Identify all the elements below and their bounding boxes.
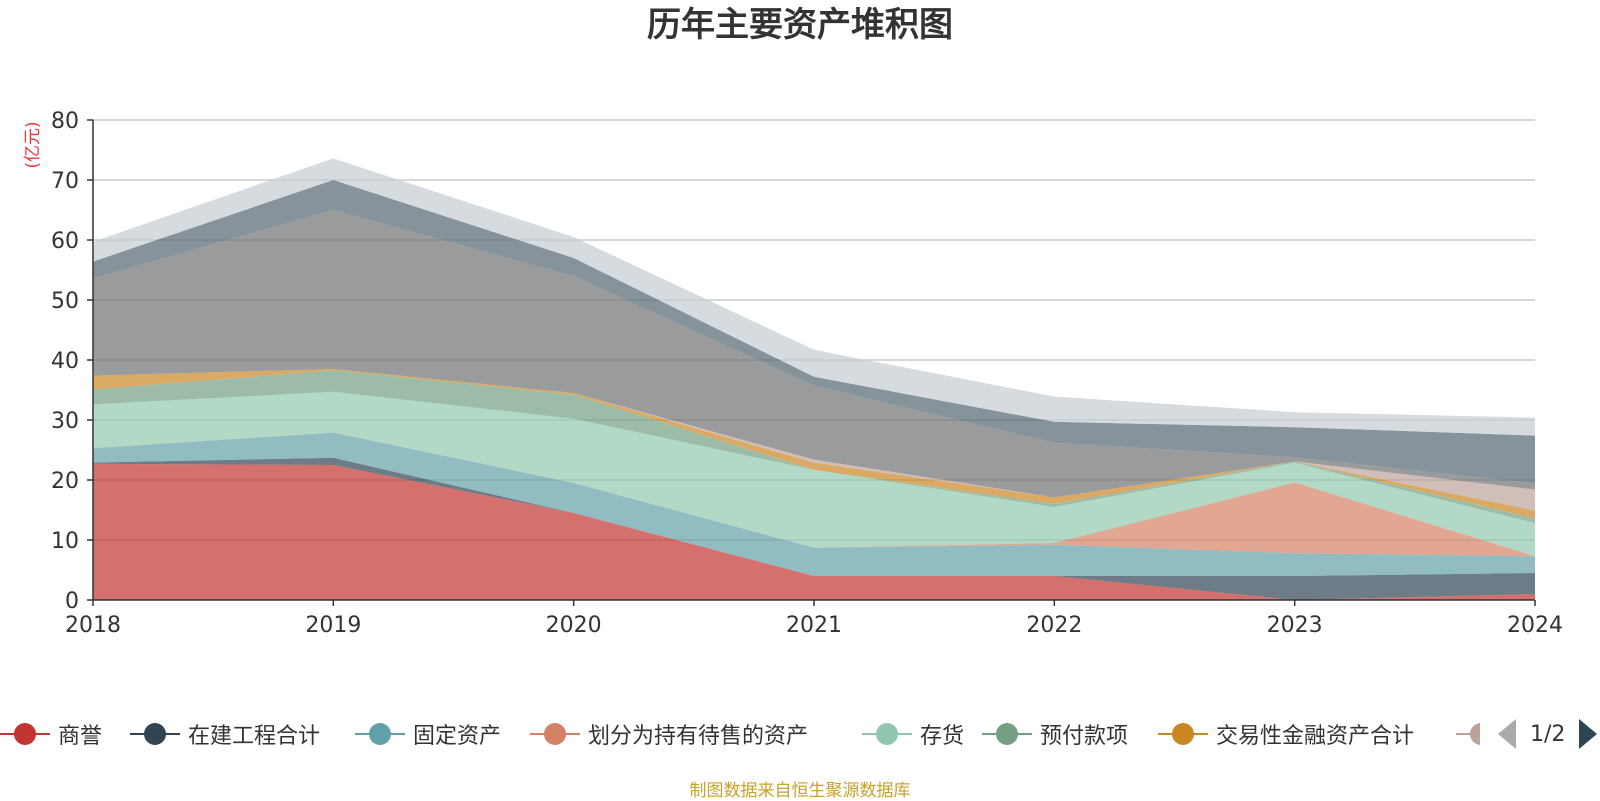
legend-item[interactable]: 固定资产 [355,716,501,752]
x-tick-label: 2023 [1267,613,1323,638]
x-tick-label: 2020 [546,613,602,638]
legend-item[interactable]: 存货 [862,716,964,752]
legend-marker-icon [1456,716,1480,752]
y-tick-label: 0 [65,589,79,614]
y-tick-label: 20 [51,469,79,494]
x-tick-label: 2018 [65,613,121,638]
y-tick-label: 80 [51,109,79,134]
legend-marker-icon [530,716,580,752]
legend-marker-icon [982,716,1032,752]
legend-prev-page-icon[interactable] [1498,719,1516,749]
x-tick-labels: 2018 2019 2020 2021 2022 2023 2024 [65,613,1563,638]
legend-item[interactable]: 划分为持有待售的资产 [530,716,808,752]
area-3 [93,432,1535,576]
legend-marker-icon [1158,716,1208,752]
y-tick-label: 60 [51,229,79,254]
x-tick-label: 2022 [1026,613,1082,638]
area-7 [93,369,1535,519]
area-1 [93,463,1535,600]
area-5 [93,391,1535,557]
legend-item[interactable]: 交易性金融资产合计 [1158,716,1414,752]
legend-marker-icon [355,716,405,752]
legend-label: 商誉 [58,724,103,749]
y-axis-unit: (亿元) [23,121,43,168]
legend-marker-icon [0,716,50,752]
y-tick-labels: 0 10 20 30 40 50 60 70 80 [51,109,79,614]
legend: 商誉 在建工程合计 固定资产 划分为持有待售的资产 存货 预付款项 交易性金融资产合计 [0,716,1600,752]
legend-marker-icon [862,716,912,752]
x-tick-label: 2021 [786,613,842,638]
legend-page-indicator: 1/2 [1530,721,1566,747]
legend-label: 固定资产 [413,724,502,749]
area-series [93,158,1535,600]
x-tick-label: 2024 [1507,613,1563,638]
area-4 [93,432,1535,557]
chart-title: 历年主要资产堆积图 [647,5,953,45]
legend-item[interactable]: 预付款项 [982,716,1128,752]
area-9 [93,210,1535,498]
x-tick-label: 2019 [305,613,361,638]
legend-next-page-icon[interactable] [1579,719,1598,749]
legend-label: 交易性金融资产合计 [1216,724,1415,749]
y-tick-label: 40 [51,349,79,374]
axes [87,119,1536,606]
legend-pager: 1/2 [1498,716,1598,752]
legend-item[interactable]: 商誉 [0,716,102,752]
legend-label: 划分为持有待售的资产 [588,724,809,749]
legend-label: 在建工程合计 [188,724,321,749]
y-tick-label: 70 [51,169,79,194]
area-10 [93,180,1535,484]
y-tick-label: 30 [51,409,79,434]
y-tick-label: 10 [51,529,79,554]
area-6 [93,370,1535,524]
legend-label: 预付款项 [1040,724,1129,749]
legend-marker-icon [130,716,180,752]
data-source-note: 制图数据来自恒生聚源数据库 [689,781,911,801]
legend-item[interactable]: 在建工程合计 [130,716,320,752]
legend-label: 存货 [920,724,965,749]
legend-item[interactable] [1456,716,1488,752]
area-2 [93,457,1535,600]
y-tick-label: 50 [51,289,79,314]
